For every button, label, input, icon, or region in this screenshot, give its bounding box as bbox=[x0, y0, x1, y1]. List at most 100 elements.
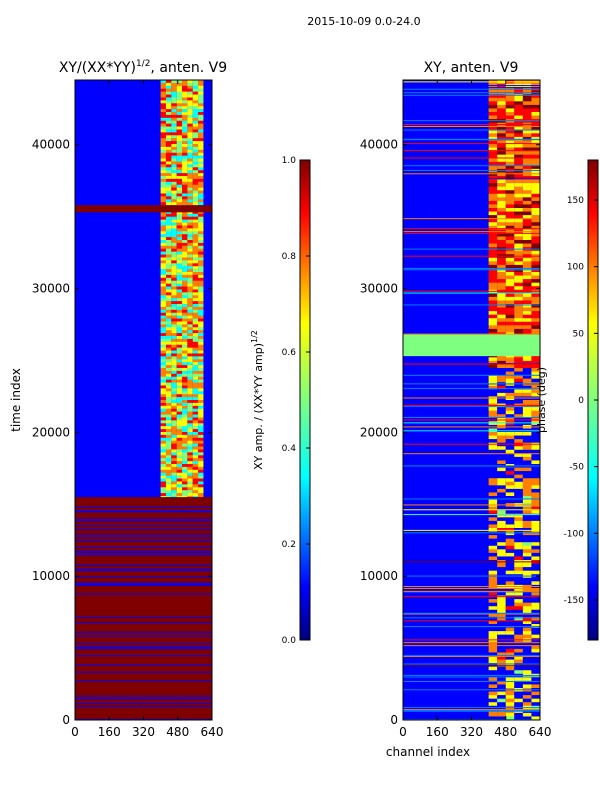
heatmap-cell bbox=[192, 475, 199, 479]
heatmap-cell bbox=[165, 301, 172, 305]
heatmap-cell bbox=[165, 370, 172, 375]
heatmap-cell bbox=[192, 426, 199, 430]
heatmap-cell bbox=[171, 341, 177, 346]
heatmap-stripe bbox=[403, 125, 540, 127]
heatmap-cell bbox=[176, 344, 183, 348]
heatmap-cell bbox=[522, 392, 532, 397]
heatmap-cell bbox=[505, 680, 515, 685]
heatmap-cell bbox=[192, 91, 199, 95]
heatmap-cell bbox=[192, 487, 199, 491]
heatmap-stripe bbox=[75, 705, 212, 707]
heatmap-cell bbox=[165, 324, 172, 328]
heatmap-cell bbox=[198, 251, 204, 255]
heatmap-cell bbox=[165, 112, 172, 116]
heatmap-cell bbox=[497, 133, 506, 138]
heatmap-cell bbox=[182, 385, 188, 389]
heatmap-cell bbox=[182, 141, 188, 145]
heatmap-cell bbox=[522, 698, 532, 703]
heatmap-cell bbox=[182, 298, 188, 302]
heatmap-cell bbox=[187, 420, 193, 424]
heatmap-cell bbox=[160, 132, 166, 136]
heatmap-cell bbox=[488, 264, 498, 269]
heatmap-cell bbox=[198, 225, 204, 229]
heatmap-cell bbox=[514, 577, 523, 582]
heatmap-cell bbox=[165, 280, 172, 284]
heatmap-cell bbox=[171, 429, 177, 433]
heatmap-cell bbox=[198, 365, 204, 369]
heatmap-stripe bbox=[75, 671, 212, 673]
heatmap-cell bbox=[192, 114, 199, 119]
heatmap-cell bbox=[514, 115, 523, 120]
heatmap-cell bbox=[497, 385, 506, 390]
heatmap-cell bbox=[171, 493, 177, 497]
heatmap-cell bbox=[176, 376, 183, 380]
heatmap-cell bbox=[176, 362, 183, 366]
heatmap-cell bbox=[192, 327, 199, 331]
heatmap-cell bbox=[497, 225, 506, 230]
heatmap-cell bbox=[176, 187, 183, 191]
heatmap-cell bbox=[505, 595, 515, 600]
heatmap-cell bbox=[198, 181, 204, 186]
heatmap-cell bbox=[488, 385, 498, 390]
heatmap-cell bbox=[198, 472, 204, 476]
heatmap-cell bbox=[198, 382, 204, 386]
heatmap-cell bbox=[198, 141, 204, 145]
heatmap-cell bbox=[198, 318, 204, 322]
heatmap-cell bbox=[505, 257, 515, 262]
heatmap-cell bbox=[497, 232, 506, 237]
heatmap-cell bbox=[165, 82, 172, 87]
heatmap-cell bbox=[497, 446, 506, 451]
heatmap-cell bbox=[514, 236, 523, 241]
heatmap-cell bbox=[160, 178, 166, 183]
heatmap-cell bbox=[187, 114, 193, 119]
heatmap-cell bbox=[182, 260, 188, 264]
heatmap-cell bbox=[165, 426, 172, 430]
heatmap-cell bbox=[198, 341, 204, 346]
heatmap-cell bbox=[182, 117, 188, 122]
heatmap-cell bbox=[531, 680, 540, 685]
heatmap-cell bbox=[171, 242, 177, 247]
heatmap-cell bbox=[522, 360, 532, 365]
heatmap-cell bbox=[488, 325, 498, 330]
heatmap-cell bbox=[165, 327, 172, 331]
heatmap-cell bbox=[160, 394, 166, 398]
heatmap-cell bbox=[488, 545, 498, 550]
heatmap-cell bbox=[497, 371, 506, 376]
heatmap-cell bbox=[531, 368, 540, 372]
heatmap-cell bbox=[488, 488, 498, 493]
heatmap-cell bbox=[176, 461, 183, 465]
heatmap-cell bbox=[160, 379, 166, 383]
heatmap-cell bbox=[160, 373, 166, 378]
colorbar-tick-label: 50 bbox=[573, 329, 585, 339]
heatmap-cell bbox=[198, 333, 204, 337]
heatmap-cell bbox=[514, 293, 523, 298]
heatmap-cell bbox=[160, 228, 166, 232]
heatmap-cell bbox=[514, 311, 523, 315]
heatmap-cell bbox=[187, 138, 193, 142]
heatmap-cell bbox=[497, 112, 506, 116]
heatmap-cell bbox=[176, 458, 183, 462]
colorbar-tick-label: 0.4 bbox=[282, 444, 297, 454]
heatmap-cell bbox=[488, 97, 498, 102]
heatmap-cell bbox=[187, 321, 193, 325]
heatmap-cell bbox=[192, 178, 199, 183]
heatmap-cell bbox=[198, 161, 204, 165]
heatmap-cell bbox=[488, 716, 498, 720]
heatmap-cell bbox=[187, 309, 193, 314]
heatmap-cell bbox=[505, 307, 515, 312]
heatmap-cell bbox=[531, 652, 540, 657]
heatmap-cell bbox=[171, 272, 177, 276]
heatmap-cell bbox=[505, 108, 515, 113]
heatmap-cell bbox=[192, 245, 199, 250]
heatmap-cell bbox=[176, 286, 183, 290]
heatmap-cell bbox=[522, 535, 532, 539]
heatmap-cell bbox=[488, 115, 498, 120]
heatmap-cell bbox=[531, 97, 540, 102]
heatmap-stripe bbox=[75, 569, 212, 571]
heatmap-cell bbox=[514, 165, 523, 170]
heatmap-cell bbox=[505, 133, 515, 138]
heatmap-cell bbox=[514, 691, 523, 696]
heatmap-cell bbox=[522, 115, 532, 120]
heatmap-cell bbox=[505, 158, 515, 163]
heatmap-cell bbox=[505, 407, 515, 411]
